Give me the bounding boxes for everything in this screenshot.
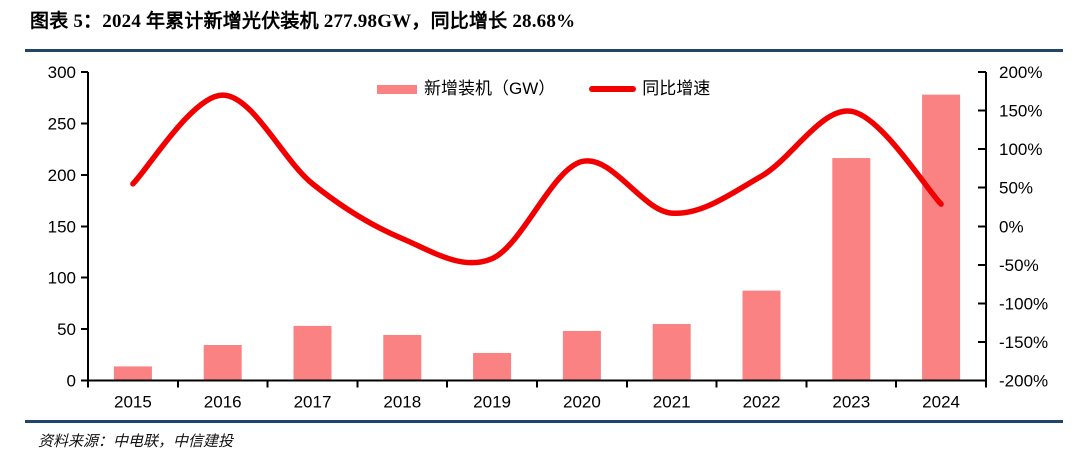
right-axis-label--200: -200%: [999, 372, 1048, 391]
x-axis-label-2024: 2024: [922, 393, 960, 412]
source-note: 资料来源：中电联，中信建投: [38, 434, 234, 450]
right-axis-label-50: 50%: [999, 179, 1033, 198]
figure-title: 图表 5：2024 年累计新增光伏装机 277.98GW，同比增长 28.68%: [30, 11, 576, 32]
x-axis-label-2023: 2023: [832, 393, 870, 412]
bar-2021: [652, 324, 691, 381]
x-axis-label-2015: 2015: [114, 393, 152, 412]
bar-2016: [203, 345, 242, 381]
right-axis-label--100: -100%: [999, 294, 1048, 313]
bar-2022: [742, 290, 781, 381]
x-axis-label-2019: 2019: [473, 393, 511, 412]
bar-2020: [562, 330, 601, 381]
yoy-growth-line: [130, 92, 944, 266]
right-axis-label-150: 150%: [999, 102, 1042, 121]
right-axis-label-200: 200%: [999, 63, 1042, 82]
bottom-divider: [25, 420, 1063, 423]
legend-bar-swatch: [377, 84, 417, 94]
left-axis-label-0: 0: [67, 372, 76, 391]
x-axis-label-2017: 2017: [294, 393, 332, 412]
right-axis-label--150: -150%: [999, 333, 1048, 352]
left-axis-label-100: 100: [48, 269, 76, 288]
legend-line-label: 同比增速: [642, 79, 711, 98]
right-axis-label-0: 0%: [999, 217, 1024, 236]
left-axis-label-200: 200: [48, 166, 76, 185]
x-axis-label-2020: 2020: [563, 393, 601, 412]
x-axis-label-2018: 2018: [383, 393, 421, 412]
left-axis-label-250: 250: [48, 114, 76, 133]
legend-line-swatch: [589, 86, 637, 92]
bar-2019: [473, 352, 512, 381]
x-axis-label-2021: 2021: [653, 393, 691, 412]
right-axis-label-100: 100%: [999, 140, 1042, 159]
x-axis-label-2016: 2016: [204, 393, 242, 412]
bar-2018: [383, 334, 422, 381]
bar-2017: [293, 325, 332, 381]
left-axis-label-50: 50: [57, 320, 76, 339]
right-axis-label--50: -50%: [999, 256, 1039, 275]
left-axis-label-300: 300: [48, 63, 76, 82]
bar-2015: [113, 366, 152, 381]
legend-bar-label: 新增装机（GW）: [424, 79, 556, 98]
chart-legend: 新增装机（GW） 同比增速: [377, 80, 710, 98]
bar-2023: [832, 158, 871, 381]
top-divider: [25, 49, 1063, 52]
left-axis-label-150: 150: [48, 217, 76, 236]
bar-2024: [922, 94, 961, 381]
x-axis-label-2022: 2022: [743, 393, 781, 412]
